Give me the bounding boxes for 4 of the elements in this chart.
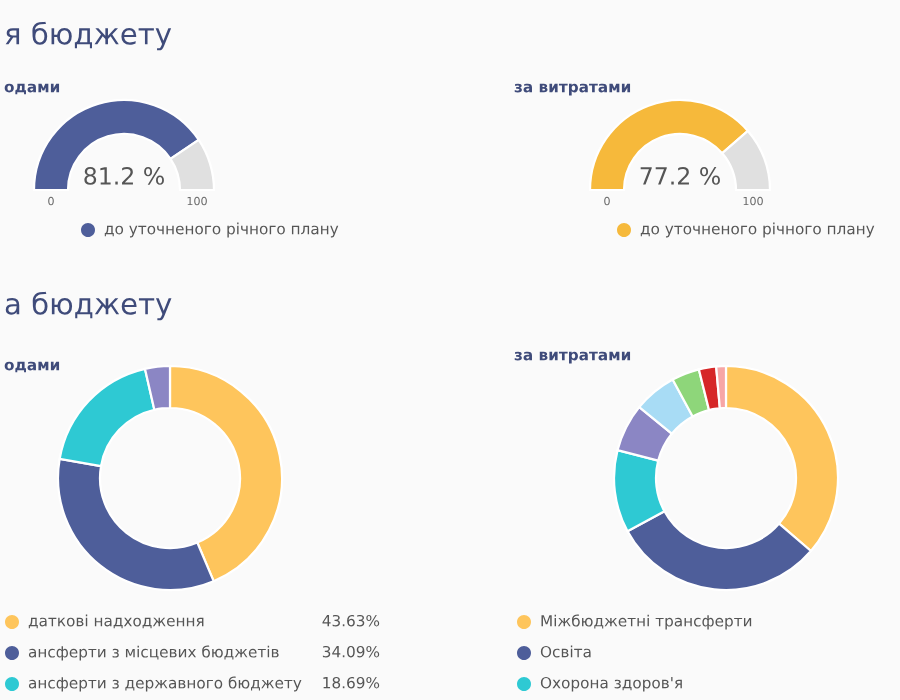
text: а бюджету [5, 291, 172, 321]
data-label: 81.2 % [84, 166, 164, 185]
data-label: 77.2 % [640, 166, 720, 185]
text: я бюджету [5, 21, 172, 51]
